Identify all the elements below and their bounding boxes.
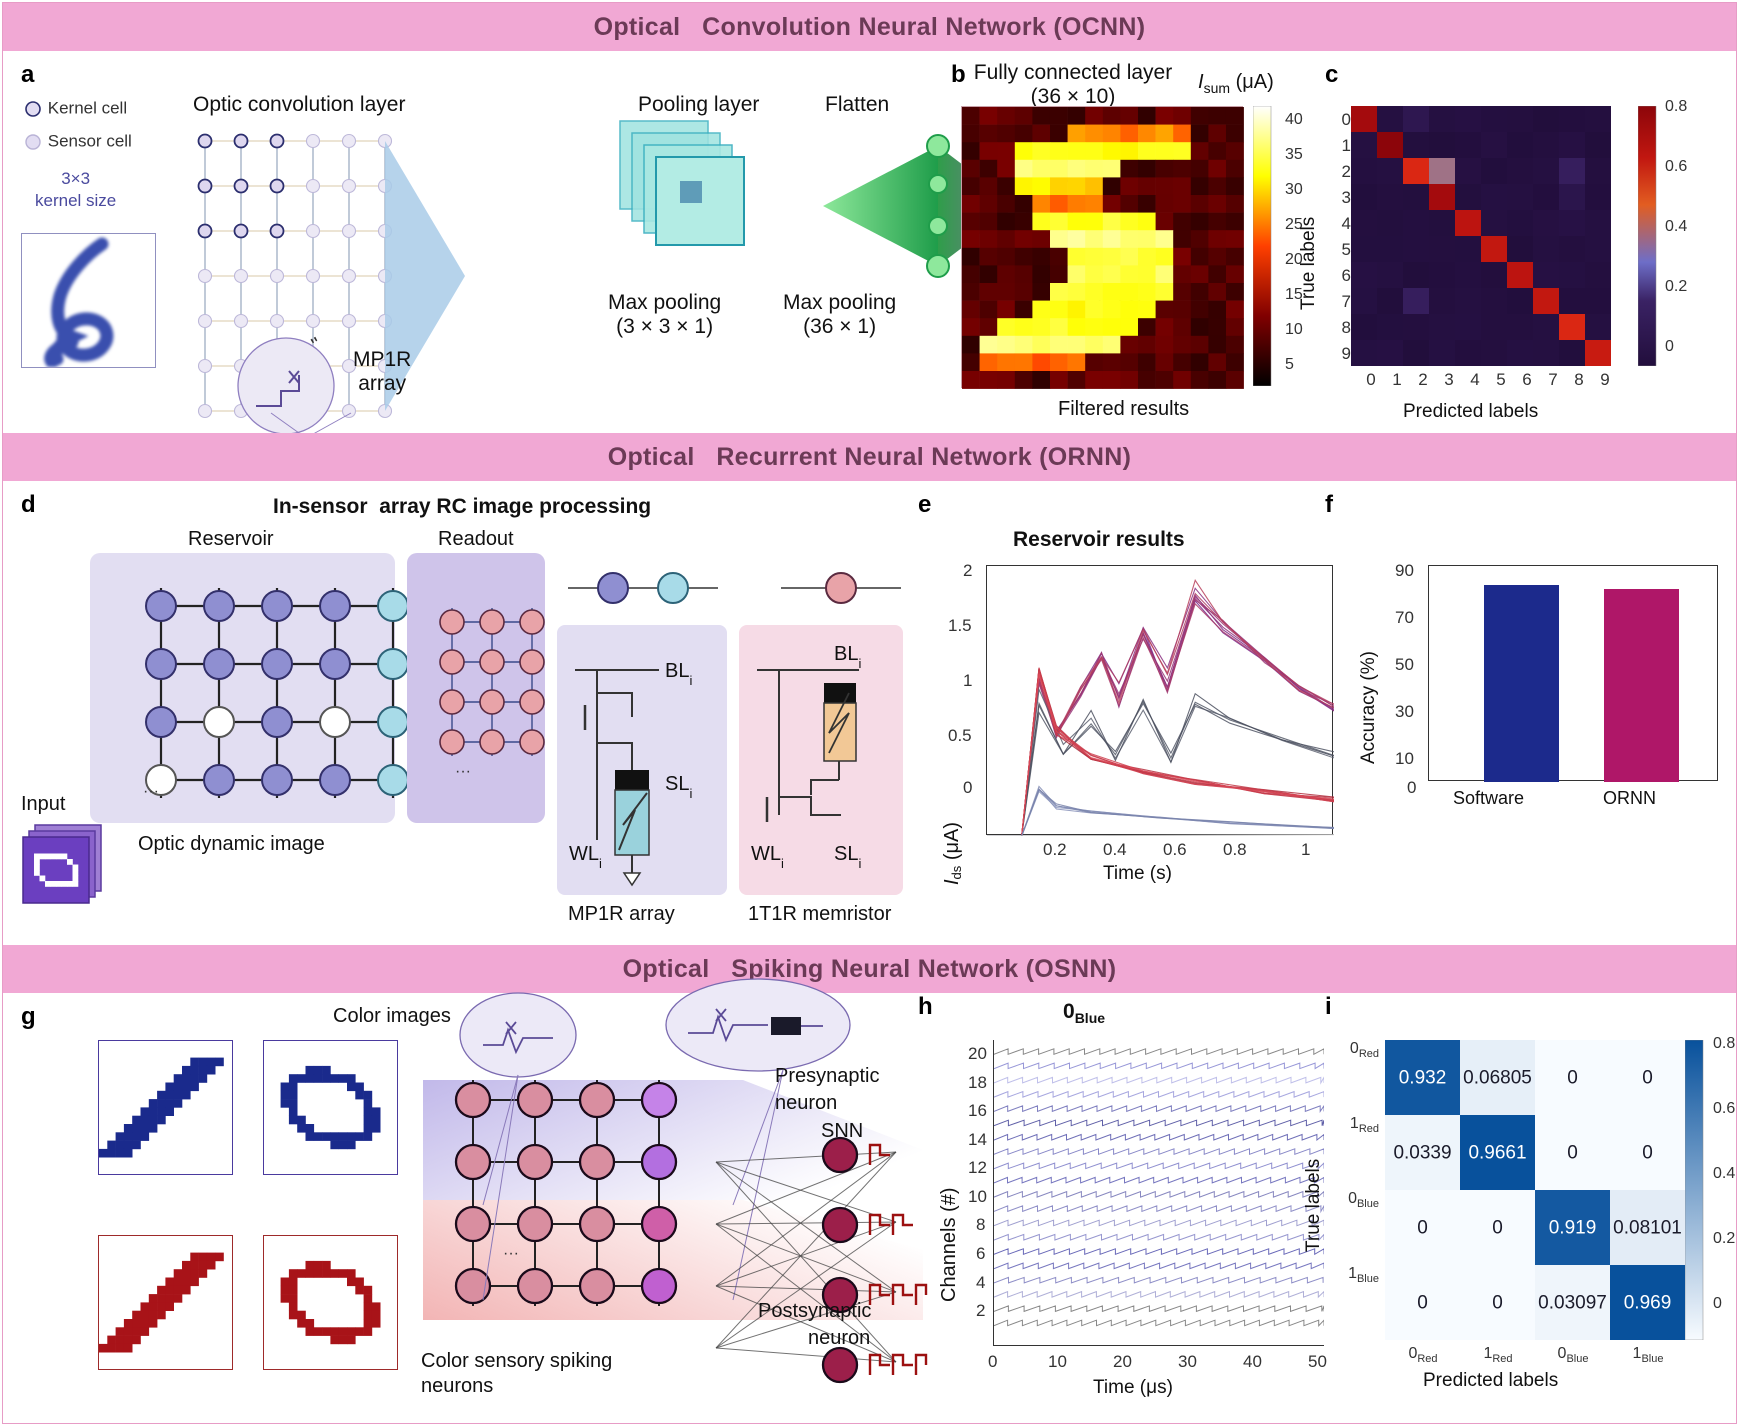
svg-text:0.08101: 0.08101 [1613, 1218, 1682, 1239]
svg-text:0.06805: 0.06805 [1463, 1068, 1532, 1089]
svg-text:0.03097: 0.03097 [1538, 1293, 1607, 1314]
svg-text:0.932: 0.932 [1399, 1068, 1447, 1089]
svg-text:0: 0 [1642, 1143, 1653, 1164]
svg-text:0: 0 [1492, 1293, 1503, 1314]
svg-text:0: 0 [1417, 1218, 1428, 1239]
svg-text:0: 0 [1492, 1218, 1503, 1239]
svg-text:0: 0 [1417, 1293, 1428, 1314]
svg-text:0.919: 0.919 [1549, 1218, 1597, 1239]
svg-text:0.0339: 0.0339 [1393, 1143, 1451, 1164]
svg-text:0.969: 0.969 [1624, 1293, 1672, 1314]
svg-text:0: 0 [1642, 1068, 1653, 1089]
svg-text:WLi: WLi [569, 843, 602, 871]
svg-text:BLi: BLi [665, 660, 692, 688]
svg-text:BLi: BLi [834, 643, 861, 671]
svg-text:SLi: SLi [665, 773, 692, 801]
svg-text:0.9661: 0.9661 [1468, 1143, 1526, 1164]
svg-text:WLi: WLi [751, 843, 784, 871]
svg-text:SLi: SLi [834, 843, 861, 871]
svg-text:0: 0 [1567, 1143, 1578, 1164]
svg-text:0: 0 [1567, 1068, 1578, 1089]
